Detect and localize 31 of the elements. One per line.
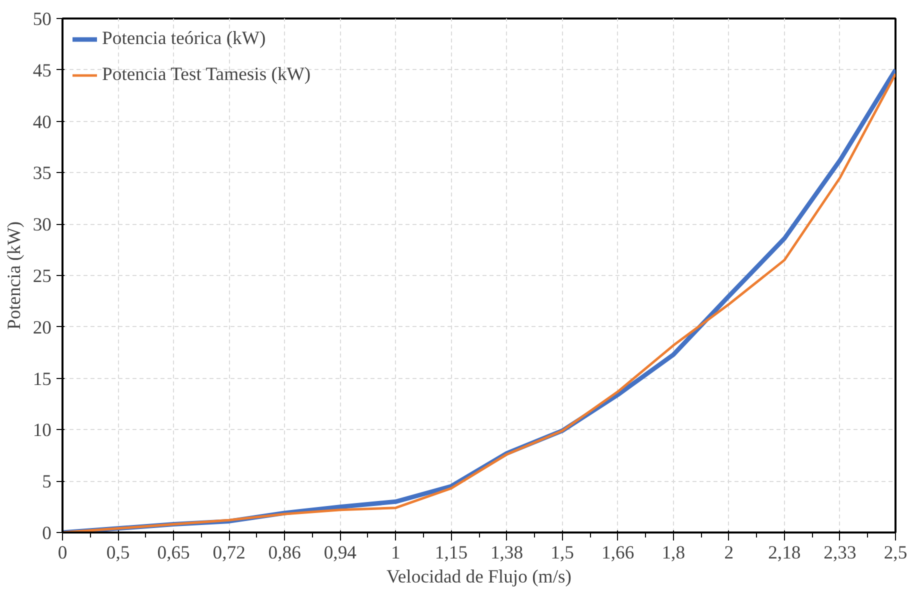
y-tick-label: 30 xyxy=(32,214,52,236)
y-tick-label: 35 xyxy=(32,163,52,184)
x-tick-label: 1,15 xyxy=(434,542,468,564)
y-tick-label: 40 xyxy=(32,112,52,133)
x-tick-label: 1,5 xyxy=(550,542,574,564)
x-axis-title: Velocidad de Flujo (m/s) xyxy=(386,566,572,588)
x-tick-label: 0,72 xyxy=(212,542,246,564)
y-tick-label: 10 xyxy=(32,420,52,442)
x-tick-label: 0 xyxy=(58,542,68,564)
legend-label: Potencia Test Tamesis (kW) xyxy=(102,64,311,86)
y-tick-label: 45 xyxy=(32,60,52,82)
x-tick-label: 0,94 xyxy=(324,542,358,564)
x-tick-label: 1 xyxy=(391,542,400,564)
y-tick-label: 15 xyxy=(32,368,52,390)
x-tick-label: 0,86 xyxy=(268,542,301,564)
y-tick-label: 20 xyxy=(32,317,52,338)
legend-label: Potencia teórica (kW) xyxy=(102,28,266,50)
x-tick-label: 0,65 xyxy=(157,542,190,564)
x-tick-label: 1,66 xyxy=(602,542,634,564)
x-tick-label: 1,38 xyxy=(490,542,524,564)
x-tick-label: 2,33 xyxy=(824,542,856,564)
x-tick-label: 2 xyxy=(724,542,734,564)
y-axis-title: Potencia (kW) xyxy=(4,221,25,330)
y-tick-label: 25 xyxy=(32,266,52,287)
x-tick-label: 1,8 xyxy=(662,542,686,564)
x-tick-label: 2,5 xyxy=(884,542,908,564)
y-tick-label: 0 xyxy=(42,523,52,544)
x-tick-label: 0,5 xyxy=(106,542,130,564)
x-tick-label: 2,18 xyxy=(768,542,801,564)
y-tick-label: 50 xyxy=(32,9,52,30)
y-tick-label: 5 xyxy=(42,472,52,493)
